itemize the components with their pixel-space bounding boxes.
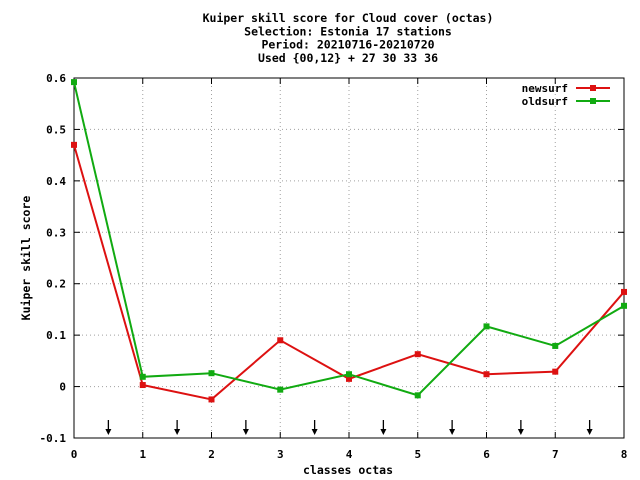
- series-newsurf: [71, 141, 627, 403]
- x-tick-label-3: 3: [277, 448, 284, 461]
- down-arrow-icon: [449, 420, 456, 435]
- legend-label-oldsurf: oldsurf: [522, 95, 568, 108]
- data-point-oldsurf-3: [277, 386, 284, 393]
- y-tick-label-7: 0.6: [46, 72, 66, 85]
- x-tick-label-1: 1: [139, 448, 146, 461]
- down-arrow-icon: [242, 420, 249, 435]
- title-line-2: Period: 20210716-20210720: [261, 38, 434, 52]
- grid-lines: [74, 78, 624, 438]
- plot-frame: [73, 77, 625, 439]
- data-point-newsurf-6: [483, 371, 490, 378]
- x-tick-label-4: 4: [346, 448, 353, 461]
- data-point-oldsurf-1: [139, 373, 146, 380]
- y-tick-label-0: -0.1: [40, 432, 67, 445]
- data-point-oldsurf-6: [483, 323, 490, 330]
- title-line-3: Used {00,12} + 27 30 33 36: [258, 51, 438, 65]
- y-tick-labels: -0.1 0 0.1 0.2 0.3 0.4 0.5 0.6: [40, 72, 67, 445]
- y-tick-label-1: 0: [59, 381, 66, 394]
- y-tick-label-2: 0.1: [46, 329, 66, 342]
- down-arrow-icon: [586, 420, 593, 435]
- legend-marker-newsurf: [590, 85, 596, 91]
- data-point-newsurf-7: [552, 368, 559, 375]
- y-tick-label-6: 0.5: [46, 123, 66, 136]
- legend-marker-oldsurf: [590, 98, 596, 104]
- x-tick-label-5: 5: [414, 448, 421, 461]
- data-point-newsurf-1: [139, 382, 146, 389]
- data-point-newsurf-4: [346, 375, 352, 382]
- down-arrow-icon: [380, 420, 387, 435]
- series-line-newsurf: [73, 144, 625, 401]
- data-point-newsurf-8: [621, 288, 627, 295]
- y-tick-label-4: 0.3: [46, 226, 66, 239]
- x-tick-labels: 0 1 2 3 4 5 6 7 8: [71, 448, 628, 461]
- data-point-oldsurf-8: [621, 302, 627, 309]
- x-tick-label-0: 0: [71, 448, 78, 461]
- data-point-oldsurf-5: [414, 392, 421, 399]
- data-point-newsurf-5: [414, 351, 421, 358]
- x-tick-label-6: 6: [483, 448, 490, 461]
- down-arrow-icon: [311, 420, 318, 435]
- title-line-1: Selection: Estonia 17 stations: [244, 24, 452, 38]
- data-point-oldsurf-7: [552, 342, 559, 349]
- data-point-oldsurf-4: [346, 371, 352, 378]
- data-series: [71, 79, 627, 403]
- x-tick-label-7: 7: [552, 448, 559, 461]
- y-tick-label-3: 0.2: [46, 278, 66, 291]
- x-tick-label-8: 8: [621, 448, 628, 461]
- x-axis-label: classes octas: [303, 463, 393, 477]
- data-point-newsurf-2: [208, 396, 215, 403]
- data-point-oldsurf-0: [71, 79, 77, 86]
- title-line-0: Kuiper skill score for Cloud cover (octa…: [203, 11, 494, 25]
- down-arrow-icon: [517, 420, 524, 435]
- down-arrow-icon: [105, 420, 112, 435]
- chart-title: Kuiper skill score for Cloud cover (octa…: [203, 11, 494, 65]
- y-axis-label: Kuiper skill score: [19, 196, 33, 321]
- legend-label-newsurf: newsurf: [522, 82, 568, 95]
- series-oldsurf: [71, 79, 627, 399]
- y-tick-label-5: 0.4: [46, 175, 66, 188]
- class-boundary-arrows: [105, 420, 593, 435]
- data-point-newsurf-0: [71, 141, 77, 148]
- down-arrow-icon: [174, 420, 181, 435]
- x-tick-label-2: 2: [208, 448, 215, 461]
- data-point-newsurf-3: [277, 337, 284, 344]
- data-point-oldsurf-2: [208, 370, 215, 377]
